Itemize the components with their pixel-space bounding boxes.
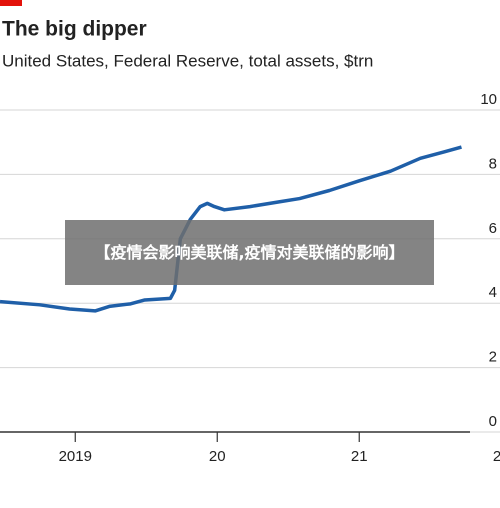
brand-bar [0, 0, 22, 6]
x-tick-label: 20 [209, 448, 226, 465]
y-tick-label: 0 [489, 413, 497, 430]
overlay-banner: 【疫情会影响美联储,疫情对美联储的影响】 [65, 220, 434, 285]
chart-subtitle: United States, Federal Reserve, total as… [2, 51, 373, 70]
y-tick-label: 10 [480, 91, 497, 108]
x-tick-label: 21 [351, 448, 368, 465]
y-tick-label: 4 [489, 284, 497, 301]
y-tick-label: 6 [489, 220, 497, 237]
chart-title: The big dipper [2, 18, 147, 41]
data-line [0, 145, 462, 313]
x-tick-label: 2019 [59, 448, 92, 465]
y-tick-label: 8 [489, 155, 497, 172]
y-tick-label: 2 [489, 349, 497, 366]
x-tick-label: 22 [493, 448, 500, 465]
